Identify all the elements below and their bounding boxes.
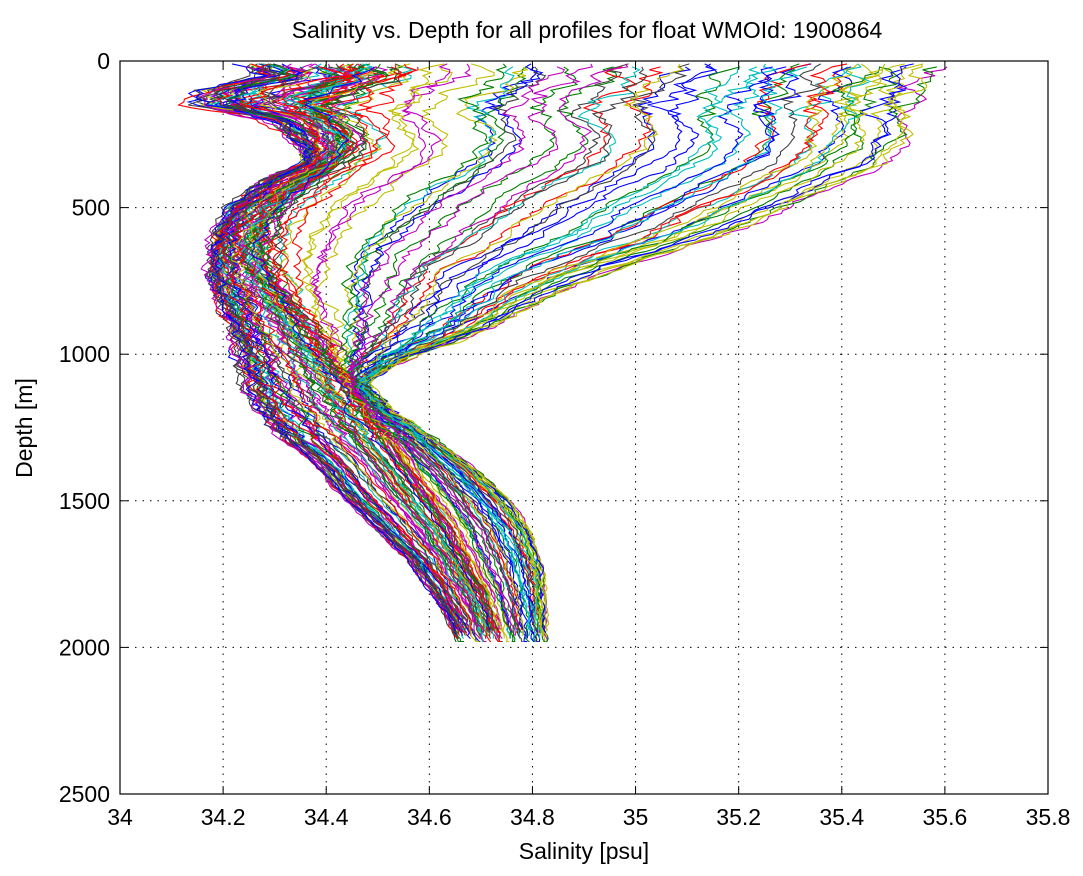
profile-line <box>340 66 566 636</box>
x-tick-label: 35.2 <box>716 804 761 830</box>
profile-line <box>251 63 488 633</box>
y-tick-label: 500 <box>72 195 110 221</box>
profile-line <box>217 66 465 634</box>
profile-line <box>347 63 594 636</box>
profile-line <box>300 66 505 634</box>
profile-lines <box>177 63 948 643</box>
profile-line <box>349 66 638 633</box>
profile-line <box>251 66 491 631</box>
axis-ticks: 34 34.2 34.4 34.6 34.8 35 35.2 35.4 35.6 35.8 0 500… <box>59 48 1071 830</box>
profile-line <box>351 66 648 643</box>
profile-line <box>358 66 807 643</box>
x-tick-label: 35.8 <box>1026 804 1071 830</box>
y-tick-label: 0 <box>97 48 110 74</box>
y-tick-label: 1000 <box>59 341 110 367</box>
profile-line <box>357 63 719 643</box>
x-tick-label: 35.6 <box>923 804 968 830</box>
profile-line <box>364 63 800 643</box>
y-tick-label: 2000 <box>59 634 110 660</box>
profile-line <box>301 63 510 643</box>
profile-line <box>270 63 499 634</box>
profile-line <box>361 63 822 643</box>
grid-lines <box>120 61 1048 794</box>
y-tick-label: 1500 <box>59 488 110 514</box>
profile-line <box>348 66 579 643</box>
profile-line <box>339 63 516 643</box>
profile-line <box>270 66 499 631</box>
x-tick-label: 35.4 <box>819 804 864 830</box>
profile-line <box>358 63 914 633</box>
profile-line <box>356 66 761 631</box>
y-tick-label: 2500 <box>59 781 110 807</box>
y-axis-label: Depth [m] <box>11 378 37 478</box>
profile-line <box>345 63 629 631</box>
profile-line <box>360 63 690 630</box>
profile-line <box>356 63 777 630</box>
profile-line <box>369 66 883 636</box>
profile-line <box>195 66 459 637</box>
profile-line <box>237 63 484 643</box>
x-tick-label: 34.8 <box>510 804 555 830</box>
profile-line <box>314 63 506 639</box>
x-tick-label: 34.4 <box>304 804 349 830</box>
x-axis-label: Salinity [psu] <box>519 838 649 864</box>
profile-line <box>232 66 473 631</box>
chart-title: Salinity vs. Depth for all profiles for … <box>292 17 883 43</box>
profile-line <box>362 66 740 636</box>
x-tick-label: 34.6 <box>407 804 452 830</box>
profile-line <box>239 66 481 636</box>
x-tick-label: 34.2 <box>201 804 246 830</box>
profile-line <box>310 63 500 630</box>
profile-line <box>253 63 493 630</box>
profile-line <box>357 63 685 636</box>
profile-line <box>259 63 495 631</box>
profile-line <box>364 66 881 636</box>
profile-line <box>365 66 848 633</box>
axes-box <box>119 60 1049 795</box>
profile-line <box>241 66 485 633</box>
profile-line <box>350 66 664 630</box>
profile-line <box>355 66 692 636</box>
x-tick-label: 35 <box>623 804 649 830</box>
x-tick-label: 34 <box>107 804 133 830</box>
profile-line <box>209 66 460 639</box>
profile-line <box>361 63 872 639</box>
